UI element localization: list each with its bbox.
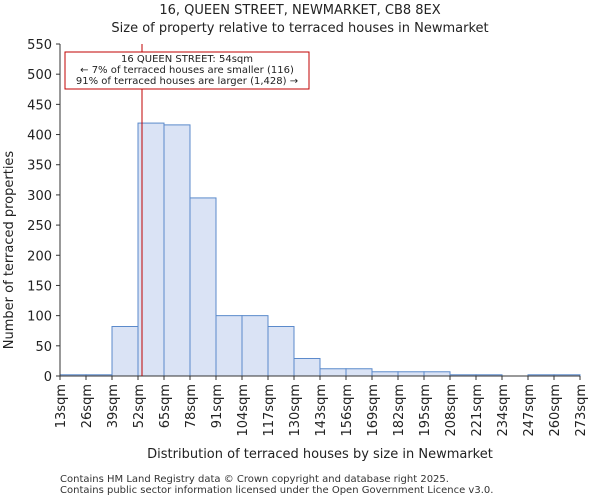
- y-tick-label: 500: [27, 68, 52, 83]
- x-tick-label: 208sqm: [444, 384, 459, 437]
- y-tick-label: 300: [27, 189, 52, 204]
- y-tick-label: 350: [27, 159, 52, 174]
- y-tick-label: 450: [27, 98, 52, 113]
- x-tick-label: 39sqm: [106, 384, 121, 428]
- x-tick-label: 78sqm: [184, 384, 199, 428]
- bar-91sqm: [215, 315, 243, 377]
- x-tick-label: 91sqm: [210, 384, 225, 428]
- y-ticks-group: 0 50 100 150 200 250 300 350 400 450 500 550: [27, 38, 60, 385]
- y-tick-label: 550: [27, 38, 52, 53]
- y-tick-label: 200: [27, 249, 52, 264]
- x-tick-label: 65sqm: [158, 384, 173, 428]
- y-tick-label: 50: [35, 340, 52, 355]
- bar-39sqm: [111, 326, 139, 377]
- footer-line-1: Contains HM Land Registry data © Crown c…: [60, 474, 449, 485]
- x-tick-label: 169sqm: [366, 384, 381, 437]
- annotation-line-2: ← 7% of terraced houses are smaller (116…: [80, 65, 294, 76]
- x-tick-label: 117sqm: [262, 384, 277, 437]
- x-tick-label: 234sqm: [496, 384, 511, 437]
- y-tick-label: 100: [27, 310, 52, 325]
- bar-156sqm: [345, 368, 373, 377]
- x-tick-label: 26sqm: [80, 384, 95, 428]
- x-tick-label: 195sqm: [418, 384, 433, 437]
- x-tick-label: 260sqm: [548, 384, 563, 437]
- bar-117sqm: [267, 326, 295, 377]
- x-tick-label: 52sqm: [132, 384, 147, 428]
- annotation-line-3: 91% of terraced houses are larger (1,428…: [76, 76, 298, 87]
- bars-group: [59, 122, 581, 377]
- y-axis-label: Number of terraced properties: [2, 151, 17, 350]
- chart-subtitle: Size of property relative to terraced ho…: [111, 21, 489, 36]
- annotation-frame: [64, 51, 310, 90]
- y-tick-label: 250: [27, 219, 52, 234]
- x-tick-label: 143sqm: [314, 384, 329, 437]
- x-axis-label: Distribution of terraced houses by size …: [147, 447, 493, 462]
- annotation-box: 16 QUEEN STREET: 54sqm ← 7% of terraced …: [64, 51, 310, 90]
- x-tick-label: 247sqm: [522, 384, 537, 437]
- x-tick-label: 13sqm: [54, 384, 69, 428]
- bar-130sqm: [293, 357, 321, 377]
- bar-65sqm: [163, 124, 191, 377]
- x-tick-label: 104sqm: [236, 384, 251, 437]
- bar-195sqm: [423, 371, 451, 377]
- bar-104sqm: [241, 315, 269, 377]
- x-tick-label: 221sqm: [470, 384, 485, 437]
- bar-182sqm: [397, 371, 425, 377]
- bar-143sqm: [319, 368, 347, 377]
- x-tick-label: 130sqm: [288, 384, 303, 437]
- footer-line-2: Contains public sector information licen…: [60, 485, 494, 496]
- bar-78sqm: [189, 197, 217, 377]
- chart-title: 16, QUEEN STREET, NEWMARKET, CB8 8EX: [159, 3, 441, 18]
- x-tick-label: 156sqm: [340, 384, 355, 437]
- y-tick-label: 400: [27, 129, 52, 144]
- bar-169sqm: [371, 371, 399, 377]
- y-tick-label: 150: [27, 279, 52, 294]
- x-ticks-group: 13sqm 26sqm 39sqm 52sqm 65sqm 78sqm 91sqm 104sq…: [54, 376, 589, 437]
- y-tick-label: 0: [44, 370, 52, 385]
- x-tick-label: 182sqm: [392, 384, 407, 437]
- x-tick-label: 273sqm: [574, 384, 589, 437]
- annotation-line-1: 16 QUEEN STREET: 54sqm: [121, 54, 253, 65]
